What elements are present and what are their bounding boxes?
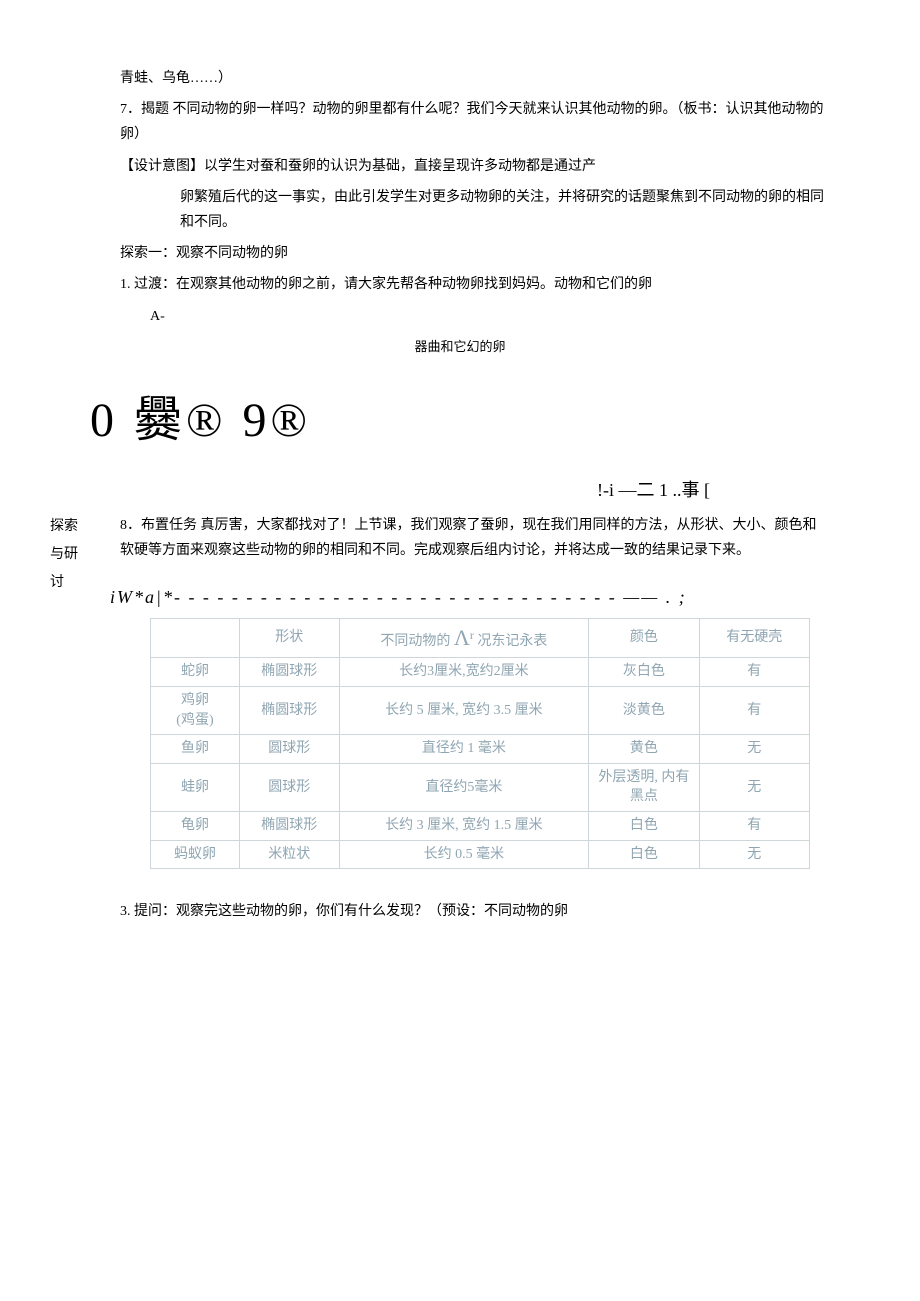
cell-size: 长约 3 厘米, 宽约 1.5 厘米 <box>339 811 589 840</box>
cell-name: 蚂蚁卵 <box>151 840 240 869</box>
cell-shell: 有 <box>699 811 809 840</box>
table-title-prefix: 不同动物的 <box>380 634 450 649</box>
cell-shape: 圆球形 <box>239 735 339 764</box>
cell-shape: 米粒状 <box>239 840 339 869</box>
garble-right: !-i —二 1 ..事 [ <box>90 474 830 506</box>
cell-shape: 椭圆球形 <box>239 658 339 687</box>
cell-name: 龟卵 <box>151 811 240 840</box>
cell-shell: 无 <box>699 840 809 869</box>
garble-right-text: !-i —二 1 ..事 [ <box>597 480 710 500</box>
cell-color: 白色 <box>589 811 699 840</box>
explore-1-title: 探索一：观察不同动物的卵 <box>90 241 830 266</box>
cell-shell: 无 <box>699 763 809 811</box>
cell-size: 直径约5毫米 <box>339 763 589 811</box>
letter-a: A- <box>90 304 830 329</box>
table-header-row: 形状 不同动物的 Λr 况东记永表 颜色 有无硬壳 <box>151 618 810 658</box>
line-frog: 青蛙、乌龟……） <box>90 66 830 91</box>
th-shape: 形状 <box>239 618 339 658</box>
table-wrap: 形状 不同动物的 Λr 况东记永表 颜色 有无硬壳 蛇卵 椭圆球形 <box>150 618 810 870</box>
cell-shell: 有 <box>699 658 809 687</box>
dashed-title: iW*a|*- - - - - - - - - - - - - - - - - … <box>110 581 830 613</box>
cell-name: 蛙卵 <box>151 763 240 811</box>
item-8: 8．布置任务 真厉害，大家都找对了！上节课，我们观察了蚕卵，现在我们用同样的方法… <box>90 513 830 563</box>
th-size: 不同动物的 Λr 况东记永表 <box>339 618 589 658</box>
page: 青蛙、乌龟……） 7．揭题 不同动物的卵一样吗？动物的卵里都有什么呢？我们今天就… <box>0 0 920 1301</box>
table-row: 蛙卵 圆球形 直径约5毫米 外层透明, 内有黑点 无 <box>151 763 810 811</box>
table-row: 蚂蚁卵 米粒状 长约 0.5 毫米 白色 无 <box>151 840 810 869</box>
explore-1-step1: 1. 过渡：在观察其他动物的卵之前，请大家先帮各种动物卵找到妈妈。动物和它们的卵 <box>90 272 830 297</box>
design-intent: 【设计意图】以学生对蚕和蚕卵的认识为基础，直接呈现许多动物都是通过产 <box>90 154 830 179</box>
cell-name: 蛇卵 <box>151 658 240 687</box>
egg-observation-table: 形状 不同动物的 Λr 况东记永表 颜色 有无硬壳 蛇卵 椭圆球形 <box>150 618 810 870</box>
cell-color: 白色 <box>589 840 699 869</box>
table-title-suffix: 况东记永表 <box>477 634 547 649</box>
table-body: 蛇卵 椭圆球形 长约3厘米,宽约2厘米 灰白色 有 鸡卵 (鸡蛋) 椭圆球形 长… <box>151 658 810 869</box>
question-3: 3. 提问：观察完这些动物的卵，你们有什么发现？（预设：不同动物的卵 <box>90 899 830 924</box>
design-intent-label: 【设计意图】 <box>120 159 204 174</box>
item-7-text: ．揭题 不同动物的卵一样吗？动物的卵里都有什么呢？我们今天就来认识其他动物的卵。… <box>120 102 824 142</box>
cell-size: 长约 0.5 毫米 <box>339 840 589 869</box>
cell-size: 长约3厘米,宽约2厘米 <box>339 658 589 687</box>
table-title-sup: r <box>470 628 474 642</box>
item-8-num: 8 <box>120 518 127 533</box>
item-8-text: ．布置任务 真厉害，大家都找对了！上节课，我们观察了蚕卵，现在我们用同样的方法，… <box>120 518 817 558</box>
cell-color: 淡黄色 <box>589 687 699 735</box>
cell-shape: 椭圆球形 <box>239 687 339 735</box>
garble-big-text: 0 爨® 9® <box>90 394 311 447</box>
th-color: 颜色 <box>589 618 699 658</box>
cell-shell: 有 <box>699 687 809 735</box>
garble-big: 0 爨® 9® <box>90 378 830 464</box>
side-label: 探索与研讨 <box>50 513 80 597</box>
cell-size: 直径约 1 毫米 <box>339 735 589 764</box>
cell-color: 外层透明, 内有黑点 <box>589 763 699 811</box>
th-shell: 有无硬壳 <box>699 618 809 658</box>
cell-name: 鸡卵 (鸡蛋) <box>151 687 240 735</box>
table-row: 鸡卵 (鸡蛋) 椭圆球形 长约 5 厘米, 宽约 3.5 厘米 淡黄色 有 <box>151 687 810 735</box>
design-intent-b: 卵繁殖后代的这一事实，由此引发学生对更多动物卵的关注，并将研究的话题聚焦到不同动… <box>90 185 830 235</box>
table-row: 蛇卵 椭圆球形 长约3厘米,宽约2厘米 灰白色 有 <box>151 658 810 687</box>
garble-center: 器曲和它幻的卵 <box>90 335 830 358</box>
cell-color: 黄色 <box>589 735 699 764</box>
cell-size: 长约 5 厘米, 宽约 3.5 厘米 <box>339 687 589 735</box>
cell-color: 灰白色 <box>589 658 699 687</box>
table-row: 龟卵 椭圆球形 长约 3 厘米, 宽约 1.5 厘米 白色 有 <box>151 811 810 840</box>
design-intent-text-a: 以学生对蚕和蚕卵的认识为基础，直接呈现许多动物都是通过产 <box>204 159 596 174</box>
section-with-side: 探索与研讨 8．布置任务 真厉害，大家都找对了！上节课，我们观察了蚕卵，现在我们… <box>90 513 830 869</box>
item-7-num: 7 <box>120 102 127 117</box>
th-name <box>151 618 240 658</box>
cell-shape: 椭圆球形 <box>239 811 339 840</box>
cell-name: 鱼卵 <box>151 735 240 764</box>
table-title-symbol: Λ <box>454 625 470 650</box>
item-7: 7．揭题 不同动物的卵一样吗？动物的卵里都有什么呢？我们今天就来认识其他动物的卵… <box>90 97 830 147</box>
table-row: 鱼卵 圆球形 直径约 1 毫米 黄色 无 <box>151 735 810 764</box>
cell-shape: 圆球形 <box>239 763 339 811</box>
cell-shell: 无 <box>699 735 809 764</box>
